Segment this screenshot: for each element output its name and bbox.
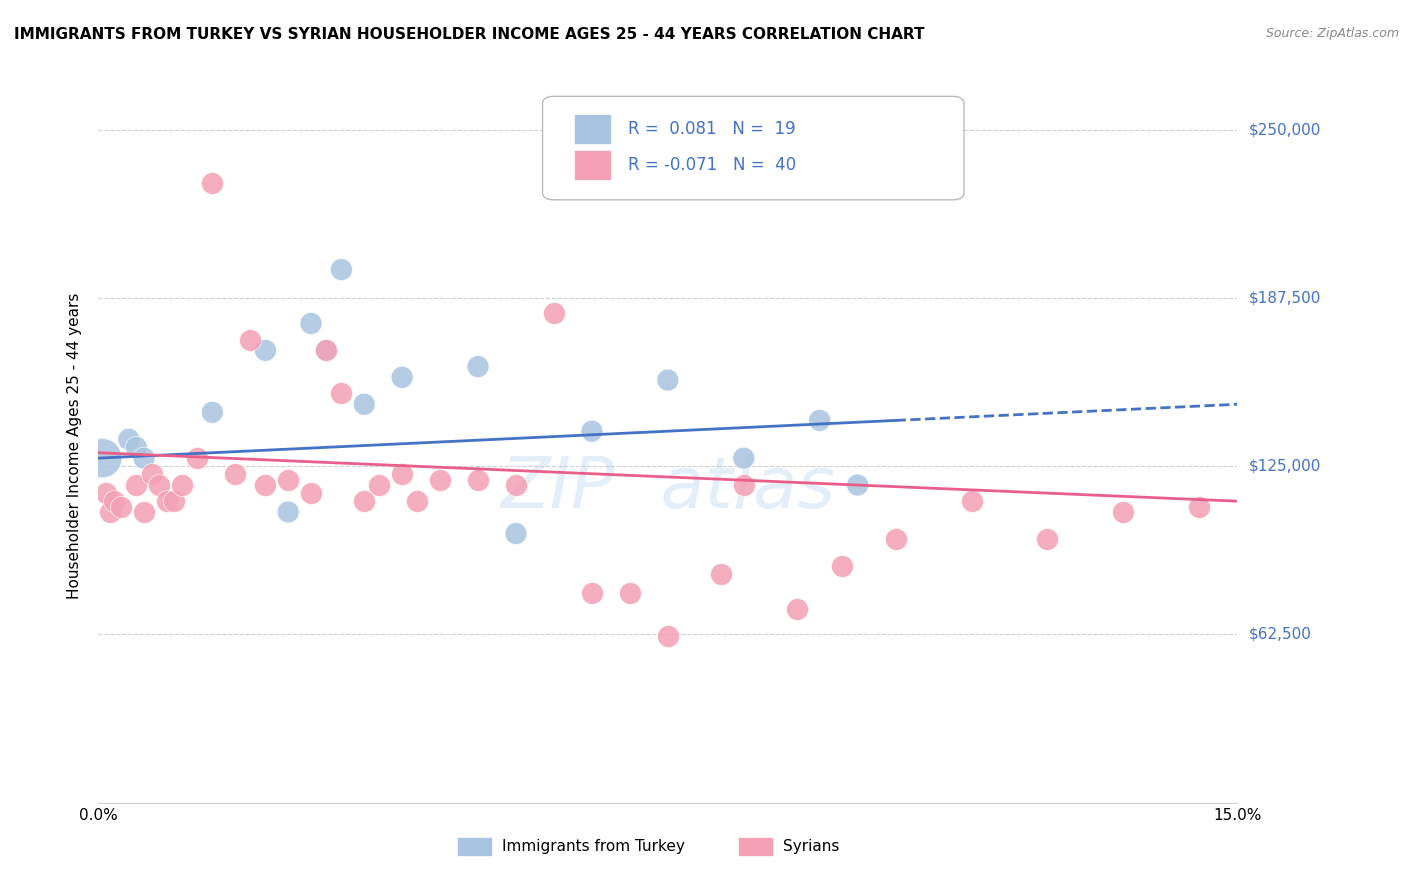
Point xyxy=(505,478,527,492)
Text: $125,000: $125,000 xyxy=(1249,458,1320,474)
Point xyxy=(315,343,337,358)
Text: $187,500: $187,500 xyxy=(1249,291,1320,305)
Point xyxy=(98,505,121,519)
Point xyxy=(391,467,413,482)
Point xyxy=(429,473,451,487)
Point xyxy=(831,558,853,573)
Point xyxy=(330,386,353,401)
Point xyxy=(201,405,224,419)
Point xyxy=(391,370,413,384)
Point xyxy=(103,494,125,508)
Point xyxy=(156,494,179,508)
Point xyxy=(148,478,170,492)
Point xyxy=(581,586,603,600)
Text: Syrians: Syrians xyxy=(783,839,839,854)
Point xyxy=(733,478,755,492)
Point xyxy=(91,451,114,466)
Point xyxy=(118,432,141,446)
Point xyxy=(125,441,148,455)
Point xyxy=(299,486,322,500)
Point xyxy=(254,343,277,358)
FancyBboxPatch shape xyxy=(575,114,612,145)
Point xyxy=(277,473,299,487)
Text: $250,000: $250,000 xyxy=(1249,122,1320,137)
Point xyxy=(201,177,224,191)
Point xyxy=(254,478,277,492)
Point xyxy=(467,359,489,374)
Point xyxy=(581,424,603,438)
Point xyxy=(505,526,527,541)
Point xyxy=(132,451,155,466)
Point xyxy=(239,333,262,347)
Point xyxy=(299,317,322,331)
Text: Immigrants from Turkey: Immigrants from Turkey xyxy=(502,839,685,854)
Point xyxy=(467,473,489,487)
Point xyxy=(406,494,429,508)
Point xyxy=(224,467,246,482)
Point xyxy=(132,505,155,519)
Point xyxy=(353,397,375,411)
Point xyxy=(808,413,831,427)
Text: Source: ZipAtlas.com: Source: ZipAtlas.com xyxy=(1265,27,1399,40)
Point xyxy=(141,467,163,482)
Point xyxy=(163,494,186,508)
Point xyxy=(846,478,869,492)
Point xyxy=(1112,505,1135,519)
Text: ZIP  atlas: ZIP atlas xyxy=(501,454,835,524)
Point xyxy=(170,478,193,492)
Text: IMMIGRANTS FROM TURKEY VS SYRIAN HOUSEHOLDER INCOME AGES 25 - 44 YEARS CORRELATI: IMMIGRANTS FROM TURKEY VS SYRIAN HOUSEHO… xyxy=(14,27,925,42)
FancyBboxPatch shape xyxy=(543,96,965,200)
Point xyxy=(884,532,907,546)
Point xyxy=(543,306,565,320)
Point xyxy=(94,486,117,500)
Text: $62,500: $62,500 xyxy=(1249,627,1312,642)
Point xyxy=(368,478,391,492)
FancyBboxPatch shape xyxy=(575,150,612,180)
Point xyxy=(710,566,733,581)
Text: R =  0.081   N =  19: R = 0.081 N = 19 xyxy=(628,120,796,138)
Point xyxy=(733,451,755,466)
Point xyxy=(110,500,132,514)
Point xyxy=(1188,500,1211,514)
Point xyxy=(960,494,983,508)
Point xyxy=(657,629,679,643)
Point xyxy=(330,262,353,277)
Point xyxy=(619,586,641,600)
Point xyxy=(277,505,299,519)
Point xyxy=(353,494,375,508)
Point xyxy=(786,602,808,616)
Point xyxy=(186,451,208,466)
Y-axis label: Householder Income Ages 25 - 44 years: Householder Income Ages 25 - 44 years xyxy=(67,293,83,599)
Point xyxy=(657,373,679,387)
Point xyxy=(315,343,337,358)
Point xyxy=(125,478,148,492)
Text: R = -0.071   N =  40: R = -0.071 N = 40 xyxy=(628,156,796,174)
Point xyxy=(1036,532,1059,546)
